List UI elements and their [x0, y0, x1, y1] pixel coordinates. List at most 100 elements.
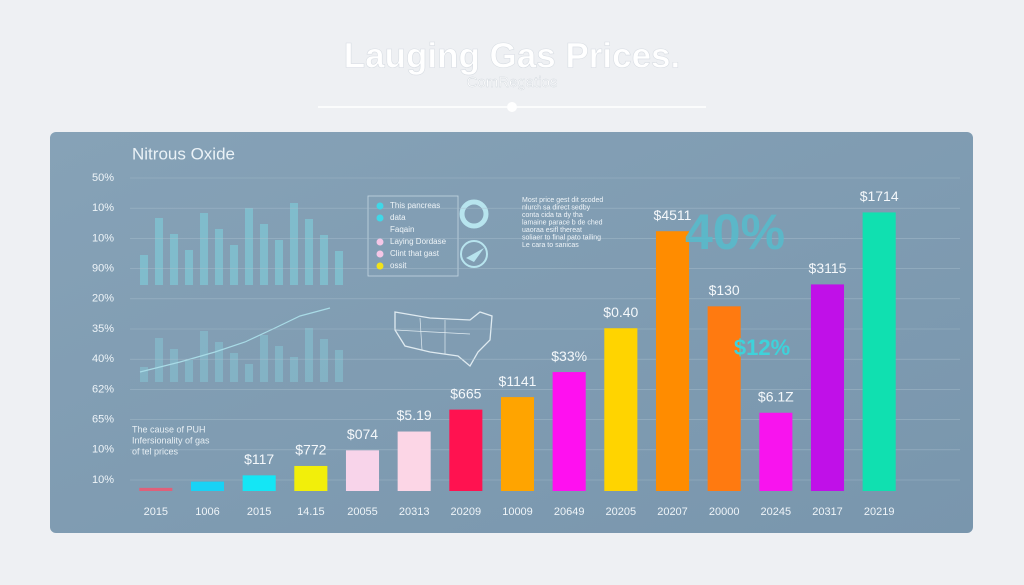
deco-bar: [230, 353, 238, 382]
data-label: $5.19: [397, 407, 432, 423]
panel: [50, 132, 973, 533]
data-label: $3115: [809, 260, 847, 276]
deco-bar: [155, 218, 163, 285]
x-tick-label: 20055: [347, 506, 378, 518]
deco-bar: [155, 338, 163, 382]
annotation: 40%: [685, 204, 785, 260]
y-tick-label: 62%: [92, 383, 114, 395]
note: Infersionality of gas: [132, 435, 210, 445]
y-tick-label: 10%: [92, 232, 114, 244]
legend-dot: [376, 262, 384, 270]
data-label: $1714: [860, 188, 899, 204]
x-tick-label: 14.15: [297, 506, 325, 518]
bar: [449, 409, 483, 491]
icon: [466, 248, 484, 262]
deco-bar: [200, 213, 208, 285]
y-tick-label: 50%: [92, 172, 114, 184]
icon: [460, 240, 488, 268]
legend-text: Laying Dordase: [390, 237, 447, 246]
y-tick-label: 65%: [92, 414, 114, 426]
legend-text: data: [390, 213, 406, 222]
note: The cause of PUH: [132, 424, 206, 434]
data-label: $4511: [654, 207, 692, 223]
bar: [759, 412, 793, 491]
deco-bar: [230, 245, 238, 285]
legend-dot: [376, 214, 384, 222]
y-tick-label: 10%: [92, 202, 114, 214]
y-tick-label: 20%: [92, 293, 114, 305]
x-tick-label: 2015: [247, 506, 271, 518]
text-block: Most price gest dit scoded: [522, 197, 603, 204]
deco-line: [139, 307, 331, 373]
deco-bar: [305, 328, 313, 382]
data-label: $117: [244, 451, 274, 467]
panel-title: Nitrous Oxide: [132, 144, 235, 163]
x-tick-label: 20209: [451, 506, 482, 518]
bar: [242, 475, 276, 491]
data-label: $772: [295, 442, 326, 458]
annotation: $12%: [734, 335, 790, 360]
deco-bar: [290, 203, 298, 285]
legend-dot: [376, 202, 384, 210]
text-block: lamaine parace b de ched: [522, 219, 603, 226]
deco-bar: [275, 346, 283, 382]
text-block: Le cara to sanicas: [522, 242, 579, 249]
deco-bar: [185, 250, 193, 285]
deco-bar: [140, 255, 148, 285]
deco-bar: [290, 357, 298, 382]
data-label: $0.40: [603, 304, 638, 320]
deco-bar: [170, 234, 178, 285]
deco-bar: [245, 208, 253, 285]
data-label: $33%: [551, 348, 587, 364]
text-block: uaoraa esifl thereat: [522, 227, 582, 234]
legend-box: [367, 195, 459, 277]
bar: [810, 284, 845, 491]
x-tick-label: 10009: [502, 506, 533, 518]
y-tick-label: 90%: [92, 263, 114, 275]
deco-bar: [275, 240, 283, 285]
legend-text: This pancreas: [390, 201, 440, 210]
bar: [707, 306, 741, 491]
bar: [552, 372, 586, 491]
x-tick-label: 20649: [554, 506, 585, 518]
bar: [345, 450, 380, 491]
bar: [604, 328, 638, 491]
deco-bar: [320, 235, 328, 285]
x-tick-label: 20000: [709, 506, 740, 518]
data-label: $1141: [499, 373, 537, 389]
bar: [139, 487, 173, 491]
x-tick-label: 20313: [399, 506, 430, 518]
deco-bar: [260, 224, 268, 285]
text-block: conta cida ta dy tha: [522, 212, 583, 219]
y-tick-label: 10%: [92, 474, 114, 486]
x-tick-label: 20207: [657, 506, 688, 518]
icon: [459, 199, 489, 229]
deco-bar: [200, 331, 208, 382]
data-label: $665: [450, 385, 481, 401]
deco-bar: [260, 335, 268, 382]
data-label: $074: [347, 426, 378, 442]
x-tick-label: 20317: [812, 506, 843, 518]
divider-dot: [507, 102, 517, 112]
map: [394, 317, 471, 354]
data-label: $130: [709, 282, 740, 298]
bar: [862, 212, 896, 491]
decoration: [139, 203, 343, 382]
deco-bar: [320, 339, 328, 382]
deco-bar: [335, 251, 343, 285]
bar: [294, 465, 328, 491]
bar: [655, 231, 690, 491]
legend-text: Clint that gast: [390, 249, 440, 258]
bar: [190, 481, 225, 491]
legend-text: Faqain: [390, 225, 414, 234]
x-tick-label: 20219: [864, 506, 895, 518]
deco-bar: [185, 360, 193, 382]
bar: [397, 431, 431, 491]
y-tick-label: 10%: [92, 444, 114, 456]
legend-dot: [376, 250, 384, 258]
data-label: $6.1Z: [758, 388, 794, 404]
chart-title: Lauging Gas Prices.: [344, 36, 681, 75]
x-tick-label: 2015: [144, 506, 168, 518]
x-tick-label: 1006: [195, 506, 219, 518]
